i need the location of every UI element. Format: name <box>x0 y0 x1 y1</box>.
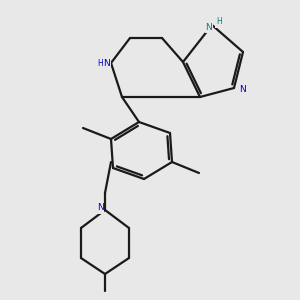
Text: N: N <box>97 203 104 212</box>
Text: N: N <box>103 59 110 68</box>
Text: H: H <box>97 59 103 68</box>
Text: N: N <box>206 22 212 32</box>
Text: N: N <box>240 85 246 94</box>
Text: H: H <box>216 17 222 26</box>
